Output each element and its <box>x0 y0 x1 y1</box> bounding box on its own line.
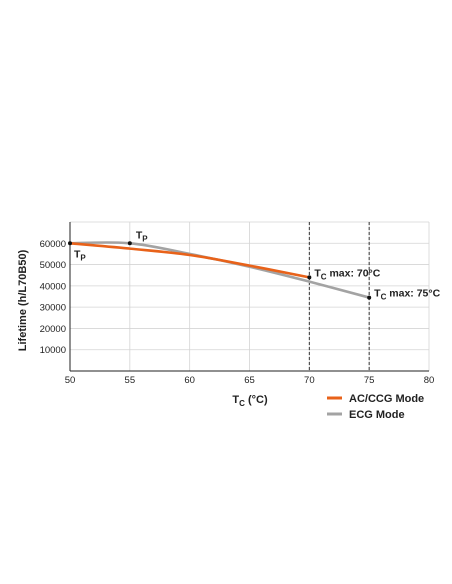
marker-label-2-tail: max: 70°C <box>327 267 381 279</box>
marker-label-1-sub: P <box>142 234 148 243</box>
x-axis-title-tail: (°C) <box>245 394 268 406</box>
series-line-ecg-mode <box>68 241 371 299</box>
marker-label-2-main: T <box>314 267 321 279</box>
marker-point-0 <box>68 241 72 246</box>
y-tick-label-40000: 40000 <box>40 281 66 292</box>
marker-point-1 <box>127 241 132 246</box>
legend: AC/CCG Mode ECG Mode <box>327 393 424 421</box>
tc-max-lines <box>308 222 370 371</box>
marker-label-3-tail: max: 75°C <box>386 288 440 300</box>
marker-label-0-sub: P <box>80 253 86 262</box>
x-tick-label-75: 75 <box>364 375 375 386</box>
y-tick-label-60000: 60000 <box>40 239 66 250</box>
marker-point-2 <box>307 275 312 280</box>
marker-label-2-sub: C <box>321 272 327 281</box>
y-tick-label-10000: 10000 <box>40 345 66 356</box>
marker-label-3-sub: C <box>381 293 387 302</box>
x-tick-label-65: 65 <box>244 375 255 386</box>
x-tick-label-55: 55 <box>125 375 136 386</box>
marker-label-0: TP <box>74 248 86 262</box>
series <box>68 241 371 299</box>
legend-label-0: AC/CCG Mode <box>349 393 424 405</box>
marker-label-3: TC max: 75°C <box>374 288 440 302</box>
axes: 50 55 60 65 70 75 80 10000 20000 30000 40000 50000 6… <box>17 222 434 408</box>
x-axis-title-main: T <box>232 394 239 406</box>
y-tick-label-30000: 30000 <box>40 303 66 314</box>
marker-label-2: TC max: 70°C <box>314 267 380 281</box>
legend-label-1: ECG Mode <box>349 409 405 421</box>
x-axis-title-sub: C <box>239 399 245 408</box>
marker-label-1-main: T <box>136 229 143 241</box>
y-tick-label-20000: 20000 <box>40 324 66 335</box>
series-line-ac-ccg-mode <box>68 241 311 279</box>
x-tick-label-80: 80 <box>424 375 435 386</box>
x-tick-label-60: 60 <box>184 375 195 386</box>
y-tick-label-50000: 50000 <box>40 260 66 271</box>
y-axis-title: Lifetime (h/L70B50) <box>17 249 29 351</box>
marker-label-3-main: T <box>374 288 381 300</box>
markers <box>68 241 372 300</box>
marker-label-1: TP <box>136 229 148 243</box>
marker-label-0-main: T <box>74 248 81 260</box>
marker-point-3 <box>367 295 372 300</box>
x-tick-label-50: 50 <box>65 375 76 386</box>
x-tick-label-70: 70 <box>304 375 315 386</box>
x-axis-title: TC (°C) <box>232 394 268 408</box>
